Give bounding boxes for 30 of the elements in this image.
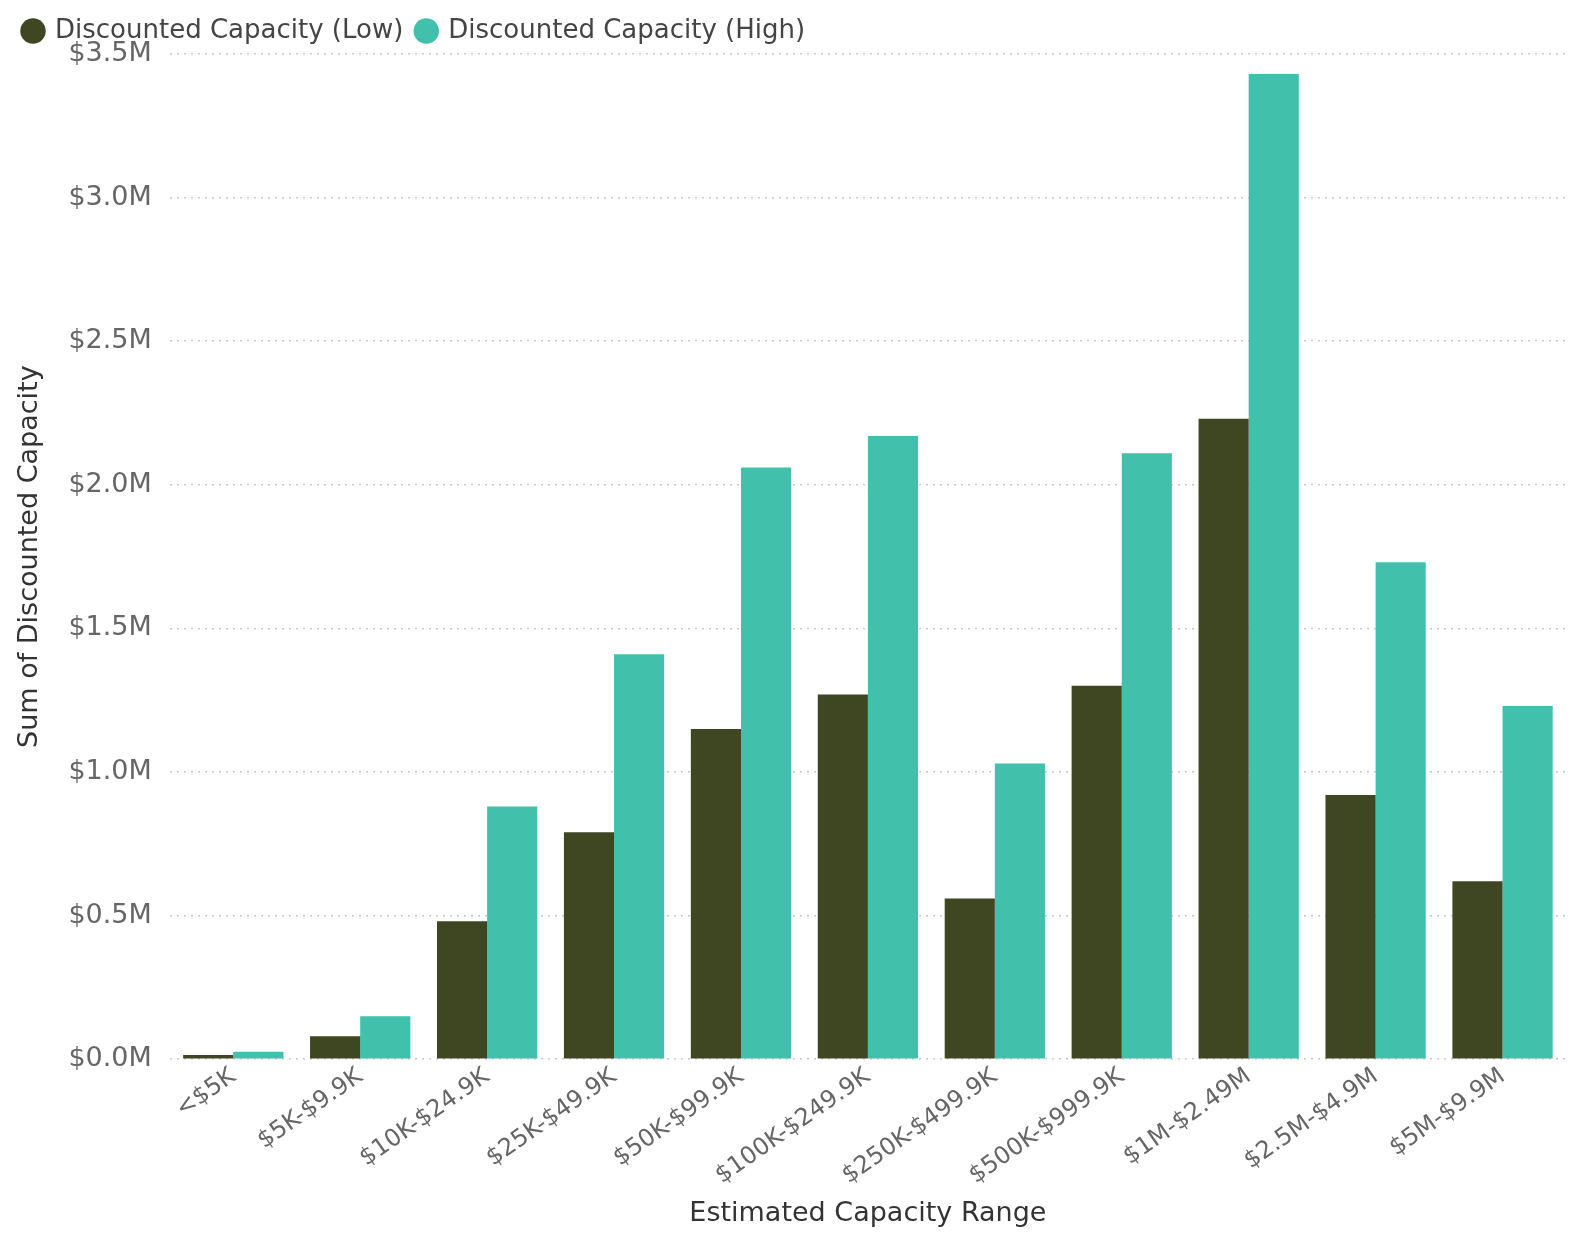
bar (740, 467, 792, 1059)
bar (487, 806, 538, 1059)
y-tick-label: $0.5M (68, 897, 152, 929)
bar (944, 898, 995, 1059)
bar (1502, 705, 1553, 1059)
y-tick-label: $2.5M (68, 323, 152, 355)
bar (360, 1016, 411, 1059)
bar (994, 763, 1045, 1059)
bar (1452, 881, 1503, 1059)
bar (1248, 74, 1299, 1059)
bar (436, 921, 488, 1059)
bar (1375, 562, 1426, 1059)
y-tick-label: $1.5M (68, 610, 152, 642)
x-axis-title: Estimated Capacity Range (689, 1195, 1047, 1227)
y-axis-title: Sum of Discounted Capacity (12, 365, 44, 748)
y-tick-label: $1.0M (68, 754, 152, 786)
bar (1121, 453, 1172, 1059)
bar (310, 1036, 361, 1059)
bar (1071, 685, 1122, 1059)
bar (817, 694, 868, 1059)
bar (1325, 795, 1376, 1059)
y-tick-label: $3.0M (68, 179, 152, 211)
legend-label: Discounted Capacity (High) (448, 13, 806, 44)
bar (867, 435, 919, 1059)
bar (1198, 418, 1249, 1059)
y-tick-label: $0.0M (68, 1041, 152, 1073)
bar (563, 832, 615, 1059)
bar (690, 728, 741, 1059)
bar (614, 654, 665, 1059)
y-tick-label: $2.0M (68, 466, 152, 498)
